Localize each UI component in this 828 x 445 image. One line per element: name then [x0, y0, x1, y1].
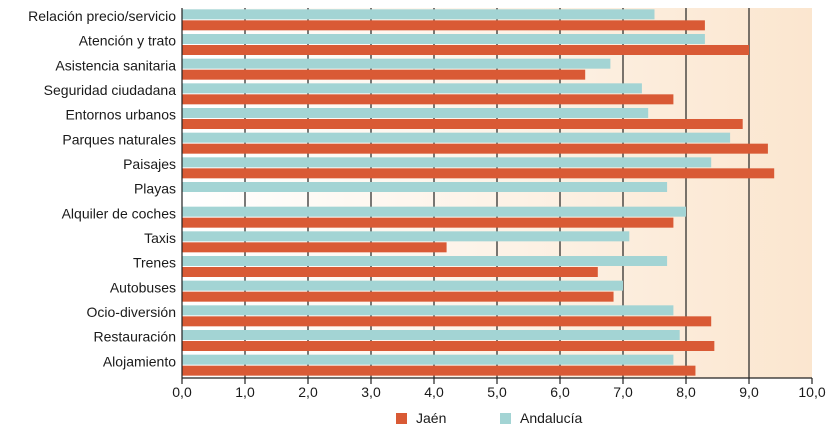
legend-swatch [500, 413, 511, 424]
bar-andalucia [182, 256, 668, 266]
bar-andalucia [182, 206, 686, 217]
bar-andalucia [182, 132, 731, 143]
category-label: Paisajes [123, 156, 176, 172]
category-label: Seguridad ciudadana [44, 82, 177, 98]
x-tick-label: 2,0 [298, 384, 318, 400]
bar-andalucia [182, 231, 630, 242]
category-label: Parques naturales [62, 131, 176, 147]
x-tick-label: 8,0 [676, 384, 696, 400]
bar-andalucia [182, 354, 674, 365]
bar-andalucia [182, 157, 712, 168]
bar-andalucia [182, 58, 611, 69]
bar-andalucia [182, 280, 623, 291]
bar-jaen [182, 341, 715, 351]
bar-jaen [182, 143, 768, 154]
legend-label: Andalucía [520, 410, 582, 426]
category-label: Playas [134, 181, 176, 197]
x-tick-label: 10,0 [798, 384, 825, 400]
category-label: Trenes [133, 255, 176, 271]
bar-andalucia [182, 305, 674, 316]
bar-jaen [182, 316, 712, 327]
bar-jaen [182, 365, 696, 376]
bar-jaen [182, 242, 447, 253]
bar-jaen [182, 168, 775, 179]
x-tick-label: 9,0 [739, 384, 759, 400]
category-label: Ocio-diversión [87, 304, 176, 320]
x-tick-label: 4,0 [424, 384, 444, 400]
category-label: Asistencia sanitaria [55, 57, 176, 73]
bar-andalucia [182, 83, 642, 94]
bar-andalucia [182, 34, 705, 44]
category-label: Alquiler de coches [62, 205, 176, 221]
x-tick-label: 7,0 [613, 384, 633, 400]
x-tick-label: 0,0 [172, 384, 192, 400]
bar-jaen [182, 291, 614, 302]
category-label: Restauración [94, 329, 177, 345]
bar-andalucia [182, 9, 655, 20]
bar-jaen [182, 20, 705, 31]
x-tick-label: 6,0 [550, 384, 570, 400]
legend-swatch [396, 413, 407, 424]
category-label: Entornos urbanos [65, 107, 176, 123]
category-label: Alojamiento [103, 353, 176, 369]
category-label: Atención y trato [79, 33, 176, 49]
category-label: Taxis [144, 230, 176, 246]
category-label: Autobuses [110, 279, 176, 295]
bar-jaen [182, 69, 586, 80]
bar-jaen [182, 217, 674, 228]
bar-jaen [182, 267, 598, 277]
category-label: Relación precio/servicio [28, 8, 176, 24]
legend-label: Jaén [416, 410, 446, 426]
bar-andalucia [182, 182, 668, 192]
bar-andalucia [182, 108, 649, 118]
x-tick-label: 1,0 [235, 384, 255, 400]
bar-jaen [182, 94, 674, 105]
bar-jaen [182, 119, 743, 129]
bar-jaen [182, 45, 749, 55]
bar-andalucia [182, 330, 680, 340]
x-tick-label: 3,0 [361, 384, 381, 400]
x-tick-label: 5,0 [487, 384, 507, 400]
